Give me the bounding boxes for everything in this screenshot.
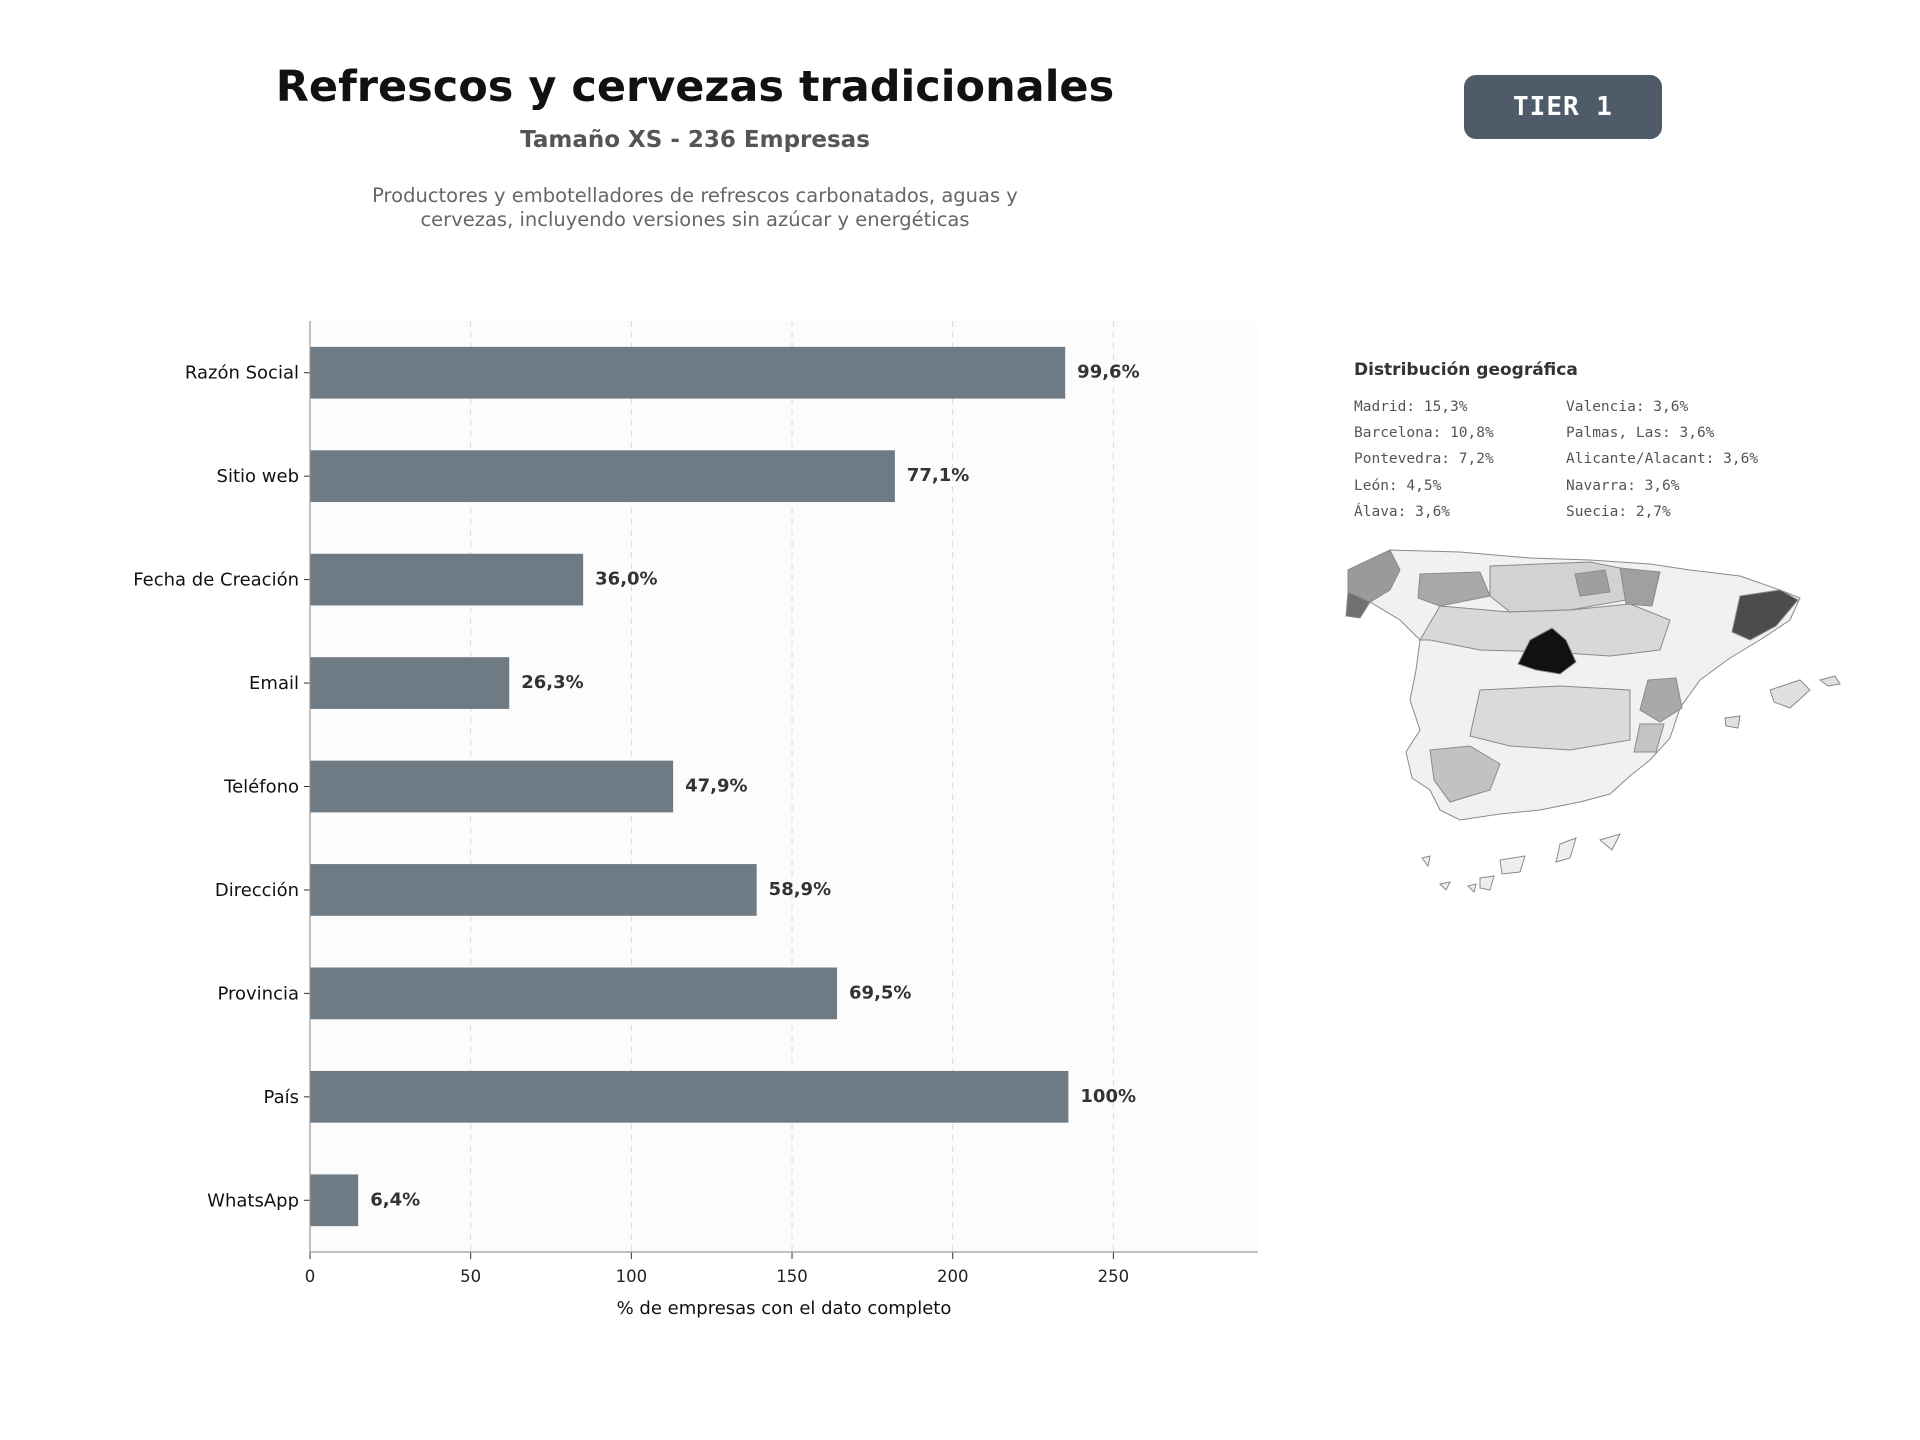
y-tick-label: País bbox=[264, 1087, 299, 1108]
y-tick-label: Dirección bbox=[215, 880, 299, 901]
x-tick-label: 200 bbox=[937, 1267, 969, 1286]
y-tick-label: WhatsApp bbox=[207, 1190, 299, 1211]
map-region-canarias bbox=[1421, 833, 1621, 893]
map-region-madrid bbox=[1517, 627, 1577, 675]
map-region-baleares bbox=[1724, 675, 1841, 729]
geo-item: Palmas, Las: 3,6% bbox=[1566, 425, 1715, 442]
chart-description: Productores y embotelladores de refresco… bbox=[345, 184, 1045, 232]
y-tick-label: Razón Social bbox=[185, 363, 299, 384]
geo-item: Madrid: 15,3% bbox=[1354, 399, 1468, 415]
geo-item: Alicante/Alacant: 3,6% bbox=[1566, 451, 1759, 468]
geo-distribution-title: Distribución geográfica bbox=[1354, 360, 1578, 380]
description-line-1: Productores y embotelladores de refresco… bbox=[372, 184, 1018, 207]
data-label: 69,5% bbox=[849, 982, 911, 1003]
geo-item: León: 4,5% bbox=[1354, 477, 1442, 494]
geo-list-right: Valencia: 3,6% Palmas, Las: 3,6% Alicant… bbox=[1566, 397, 1758, 528]
map-region-south bbox=[1469, 685, 1631, 751]
geo-item: Álava: 3,6% bbox=[1354, 503, 1451, 520]
map-region-pontevedra bbox=[1345, 591, 1371, 619]
x-tick-label: 50 bbox=[460, 1267, 481, 1286]
x-tick-label: 100 bbox=[616, 1267, 648, 1286]
map-region-alava bbox=[1574, 569, 1611, 597]
bar bbox=[310, 553, 584, 606]
data-label: 6,4% bbox=[370, 1189, 420, 1210]
bar bbox=[310, 760, 674, 813]
geo-item: Navarra: 3,6% bbox=[1566, 477, 1680, 494]
x-tick-label: 250 bbox=[1098, 1267, 1130, 1286]
map-region-valencia bbox=[1639, 677, 1683, 723]
y-tick-label: Email bbox=[249, 673, 299, 694]
x-tick-label: 150 bbox=[776, 1267, 808, 1286]
x-axis-label: % de empresas con el dato completo bbox=[617, 1298, 952, 1319]
chart-subtitle: Tamaño XS - 236 Empresas bbox=[520, 127, 870, 153]
bar bbox=[310, 1070, 1069, 1123]
geo-item: Valencia: 3,6% bbox=[1566, 399, 1689, 415]
bar bbox=[310, 1174, 359, 1227]
description-line-2: cervezas, incluyendo versiones sin azúca… bbox=[420, 208, 970, 231]
data-label: 58,9% bbox=[769, 879, 831, 900]
data-label: 36,0% bbox=[595, 569, 657, 590]
bar bbox=[310, 967, 838, 1020]
y-tick-label: Fecha de Creación bbox=[133, 570, 299, 591]
spain-province-map bbox=[1345, 549, 1841, 893]
chart-title: Refrescos y cervezas tradicionales bbox=[275, 62, 1115, 112]
y-tick-label: Provincia bbox=[217, 983, 299, 1004]
geo-item: Pontevedra: 7,2% bbox=[1354, 451, 1494, 468]
data-label: 26,3% bbox=[521, 672, 583, 693]
bar-chart: 0 50 100 150 200 250 Razón Social 99,6% Sitio we… bbox=[133, 321, 1258, 1319]
map-region-alicante bbox=[1633, 723, 1665, 753]
data-label: 77,1% bbox=[907, 465, 969, 486]
y-tick-label: Teléfono bbox=[223, 777, 299, 798]
bar bbox=[310, 657, 510, 709]
map-region-leon bbox=[1417, 571, 1491, 607]
bar bbox=[310, 450, 895, 503]
map-region-andalucia bbox=[1429, 745, 1501, 803]
y-tick-label: Sitio web bbox=[217, 466, 299, 487]
geo-item: Barcelona: 10,8% bbox=[1354, 425, 1494, 442]
data-label: 99,6% bbox=[1077, 362, 1139, 383]
data-label: 47,9% bbox=[685, 776, 747, 797]
x-tick-label: 0 bbox=[305, 1267, 316, 1286]
geo-item: Suecia: 2,7% bbox=[1566, 503, 1671, 520]
tier-badge: TIER 1 bbox=[1464, 75, 1662, 139]
map-region-navarra bbox=[1619, 567, 1661, 607]
map-region-center-north bbox=[1419, 603, 1671, 657]
bar bbox=[310, 864, 757, 916]
geo-list-left: Madrid: 15,3% Barcelona: 10,8% Pontevedr… bbox=[1354, 397, 1494, 528]
bar bbox=[310, 346, 1066, 399]
map-region-barcelona bbox=[1731, 589, 1799, 641]
data-label: 100% bbox=[1080, 1086, 1136, 1107]
